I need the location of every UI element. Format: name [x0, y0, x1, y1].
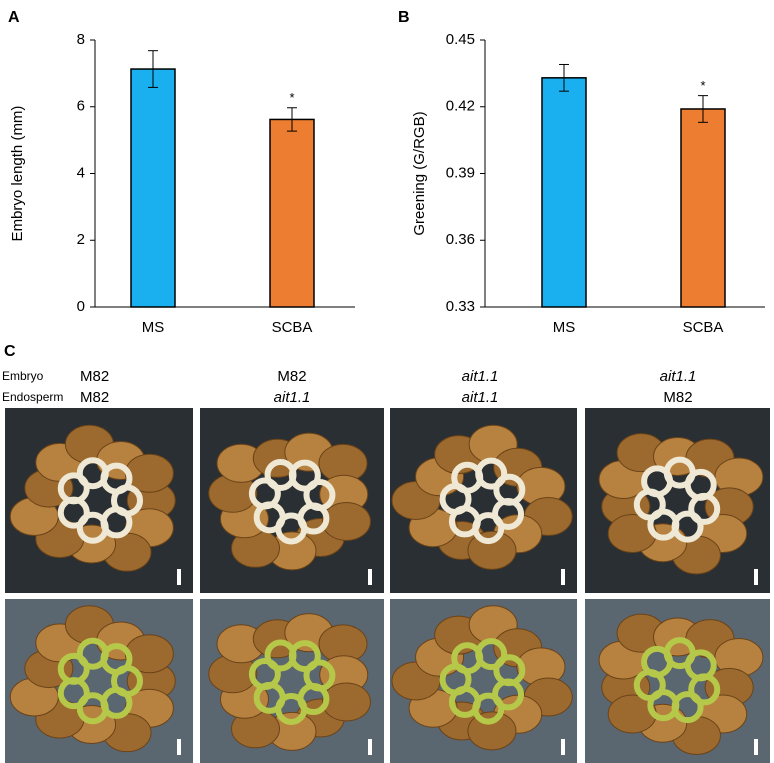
- y-tick-label: 0.39: [446, 164, 475, 181]
- y-tick-label: 0.45: [446, 31, 475, 48]
- bar: [269, 118, 315, 308]
- y-tick-label: 0.42: [446, 98, 475, 115]
- seed: [321, 682, 371, 722]
- genotype: M82: [277, 368, 306, 385]
- scale-bar: [368, 569, 372, 585]
- seedling: [76, 692, 109, 725]
- seedling: [688, 673, 721, 706]
- genotype: ait1.1: [462, 389, 499, 406]
- significance: *: [289, 90, 294, 105]
- genotype: ait1.1: [462, 368, 499, 385]
- genotype: ait1.1: [274, 389, 311, 406]
- panel-label: A: [8, 9, 20, 26]
- x-tick-label: MS: [142, 319, 165, 336]
- seedling: [475, 638, 508, 671]
- seedling: [100, 462, 133, 495]
- scale-bar: [754, 739, 758, 755]
- seedling: [671, 691, 704, 724]
- genotype: ait1.1: [660, 368, 697, 385]
- y-tick-label: 2: [77, 231, 85, 248]
- photo-panels: [5, 408, 770, 763]
- y-tick-label: 0.36: [446, 231, 475, 248]
- y-tick-label: 6: [77, 98, 85, 115]
- y-tick-label: 8: [77, 31, 85, 48]
- error-bar: [698, 95, 708, 123]
- x-tick-label: MS: [553, 319, 576, 336]
- error-bar: [559, 63, 569, 92]
- seedling: [57, 652, 90, 685]
- seed: [321, 501, 371, 541]
- significance: *: [700, 78, 705, 93]
- row-label: Endosperm: [2, 390, 63, 404]
- y-axis-label: Greening (G/RGB): [411, 111, 428, 235]
- genotype: M82: [80, 368, 109, 385]
- seedling: [303, 659, 336, 692]
- scale-bar: [368, 739, 372, 755]
- panel-label: C: [4, 343, 16, 360]
- error-bar: [148, 50, 158, 88]
- panel-label: B: [398, 9, 410, 26]
- bar: [130, 68, 176, 308]
- seedling: [492, 678, 525, 711]
- x-tick-label: SCBA: [272, 319, 313, 336]
- seedling: [475, 457, 508, 490]
- genotype: M82: [663, 389, 692, 406]
- seedling: [76, 511, 109, 544]
- seedling: [688, 492, 721, 525]
- seedling: [100, 643, 133, 676]
- x-tick-label: SCBA: [683, 319, 724, 336]
- y-tick-label: 4: [77, 164, 85, 181]
- seedling: [671, 510, 704, 543]
- y-tick-label: 0.33: [446, 298, 475, 315]
- y-axis-label: Embryo length (mm): [9, 106, 26, 242]
- bar: [541, 77, 587, 308]
- y-tick-label: 0: [77, 298, 85, 315]
- scale-bar: [177, 569, 181, 585]
- seedling: [248, 477, 281, 510]
- seedling: [303, 479, 336, 512]
- bar: [680, 108, 726, 308]
- error-bar: [287, 107, 297, 132]
- seedling: [248, 658, 281, 691]
- seedling: [57, 472, 90, 505]
- seedling: [492, 497, 525, 530]
- scale-bar: [754, 569, 758, 585]
- scale-bar: [561, 569, 565, 585]
- scale-bar: [561, 739, 565, 755]
- row-label: Embryo: [2, 369, 44, 383]
- genotype: M82: [80, 389, 109, 406]
- scale-bar: [177, 739, 181, 755]
